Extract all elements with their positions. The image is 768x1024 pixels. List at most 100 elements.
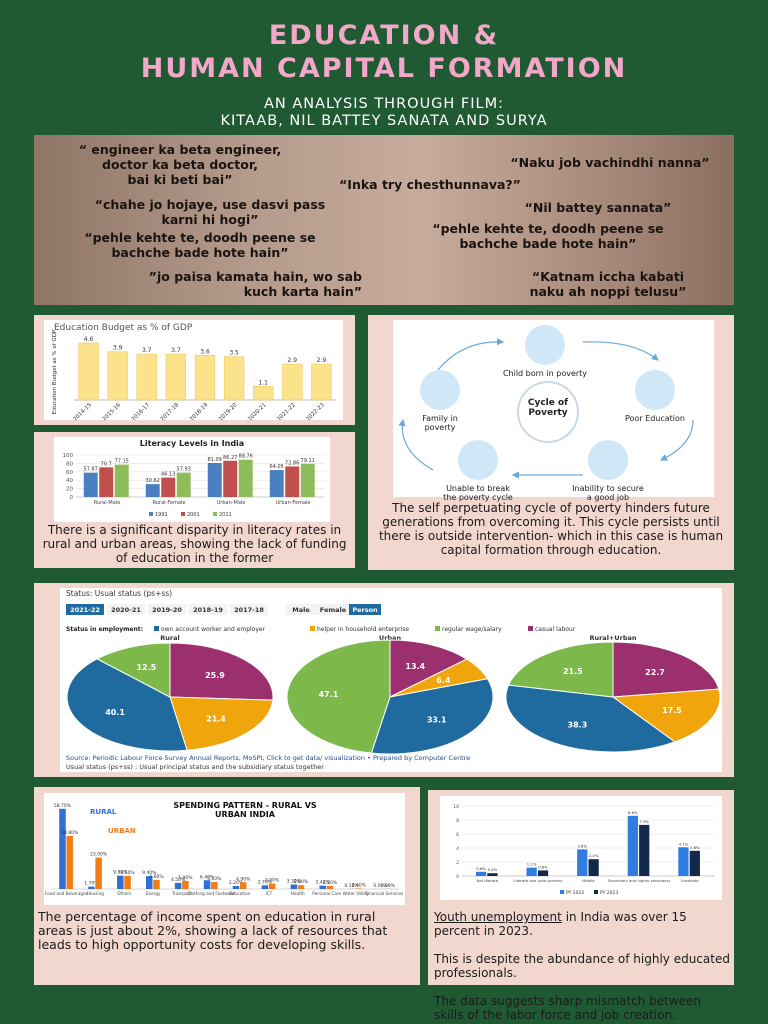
quote: “pehle kehte te, doodh peene se bachche … — [84, 230, 316, 260]
literacy-chart: Literacy Levels in India 0 20 40 60 80 100 Rur… — [54, 437, 330, 522]
x-tick-label: Graduate — [681, 878, 699, 883]
y-tick-label: 20 — [66, 487, 73, 493]
bar — [326, 885, 334, 889]
bar — [290, 884, 298, 889]
node-icon — [420, 370, 460, 410]
data-label: 1.70% — [84, 881, 99, 887]
bar — [99, 467, 114, 497]
bar — [577, 849, 588, 876]
slice-label: 21.5 — [563, 667, 583, 676]
pie-title: Rural+Urban — [589, 634, 636, 642]
data-label: 5.90% — [178, 875, 193, 881]
data-label: 3.8% — [577, 843, 587, 848]
center-ring — [517, 381, 579, 443]
source: Source: Periodic Labour Force Survey Ann… — [66, 754, 470, 762]
data-label: 3.7 — [142, 347, 152, 354]
bar — [297, 885, 305, 889]
bar — [269, 470, 284, 497]
legend-swatch — [149, 512, 153, 516]
data-label: 3.5 — [229, 350, 239, 357]
sex-tab[interactable] — [349, 604, 381, 615]
caption-text: in India was over 15 percent in 2023. — [434, 910, 687, 938]
bar — [355, 888, 363, 889]
data-label: 0.8% — [538, 864, 548, 869]
bar — [223, 460, 238, 497]
data-label: 0.40% — [352, 882, 367, 888]
budget-chart: Education Budget as % of GDP Education B… — [44, 320, 343, 420]
x-tick-label: 2016-17 — [131, 402, 152, 420]
quote: “Katnam iccha kabati naku ah noppi telus… — [529, 269, 687, 299]
pie-slice — [505, 684, 676, 753]
legend-swatch — [594, 890, 598, 894]
sex-tab[interactable] — [317, 604, 349, 615]
chart-title: Literacy Levels in India — [140, 439, 244, 448]
data-label: 7.3% — [639, 819, 649, 824]
data-label: 64.05 — [270, 464, 284, 470]
bar — [232, 885, 240, 889]
bar — [136, 353, 157, 401]
year-tab[interactable] — [107, 604, 145, 615]
bar — [174, 882, 182, 889]
node-icon — [458, 440, 498, 480]
year-tab[interactable] — [230, 604, 268, 615]
caption: Youth unemployment in India was over 15 … — [434, 896, 730, 1022]
chart-title: SPENDING PATTERN - RURAL VS URBAN INDIA — [173, 801, 317, 819]
data-label: 46.13 — [161, 472, 175, 478]
x-tick-label: 2015-16 — [102, 402, 123, 420]
x-tick-label: ICT — [266, 891, 273, 896]
slice-label: 17.5 — [662, 706, 682, 715]
data-label: 3.9 — [113, 345, 123, 352]
sex-tab[interactable] — [285, 604, 317, 615]
y-tick-label: 0 — [70, 495, 74, 501]
node-icon — [525, 325, 565, 365]
data-label: 9.40% — [142, 870, 157, 876]
year-tab[interactable] — [189, 604, 227, 615]
legend-swatch — [310, 626, 315, 631]
link[interactable]: Youth unemployment — [434, 910, 562, 924]
y-tick-label: 60 — [66, 470, 73, 476]
data-label: 2.9 — [288, 357, 298, 364]
x-tick-label: 2018-19 — [189, 402, 210, 420]
legend-swatch — [154, 626, 159, 631]
bar — [207, 462, 222, 497]
y-tick-label: 8 — [456, 818, 459, 824]
sex-tab-label: Male — [292, 606, 310, 614]
bar — [95, 857, 102, 889]
bar — [282, 363, 303, 401]
bar — [487, 873, 498, 876]
quote: “ engineer ka beta engineer, doctor ka b… — [78, 142, 282, 187]
data-label: 8.6% — [628, 810, 638, 815]
bar — [182, 880, 189, 889]
x-tick-label: Housing — [87, 891, 104, 896]
spending-chart: Food and Beverages 58.70% 38.80% Housing 1.7… — [44, 793, 405, 905]
data-label: 1.1 — [258, 379, 268, 386]
year-tab[interactable] — [148, 604, 186, 615]
legend-label: casual labour — [535, 626, 576, 633]
bar — [124, 876, 131, 889]
slice-label: 47.1 — [319, 690, 339, 699]
bar — [238, 459, 253, 497]
bar — [678, 847, 689, 876]
node-label: Child born in poverty — [502, 369, 588, 378]
data-label: 6.40% — [200, 874, 215, 880]
data-label: 79.11 — [301, 458, 315, 464]
bar — [311, 363, 332, 401]
x-tick-label: Others — [117, 891, 131, 896]
year-tab-label: 2020-21 — [111, 606, 141, 614]
data-label: 81.09 — [208, 457, 222, 463]
x-tick-label: 2022-23 — [305, 402, 326, 420]
cycle-node: Child born in poverty — [500, 325, 590, 378]
pie-slice — [611, 688, 721, 743]
node-label: Family in poverty — [422, 414, 458, 432]
pie-slice — [169, 642, 274, 701]
data-label: 2.40% — [316, 880, 331, 886]
year-tab[interactable] — [66, 604, 104, 615]
note: Usual status (ps+ss) : Usual principal s… — [66, 763, 324, 771]
legend-label: regular wage/salary — [442, 626, 502, 633]
x-tick-label: Clothing and Footwear — [187, 891, 235, 896]
bar — [253, 386, 274, 401]
bar — [161, 477, 176, 497]
bar — [88, 886, 95, 889]
quote: “Inka try chesthunnava?” — [339, 177, 521, 192]
slice-label: 12.5 — [136, 663, 156, 672]
